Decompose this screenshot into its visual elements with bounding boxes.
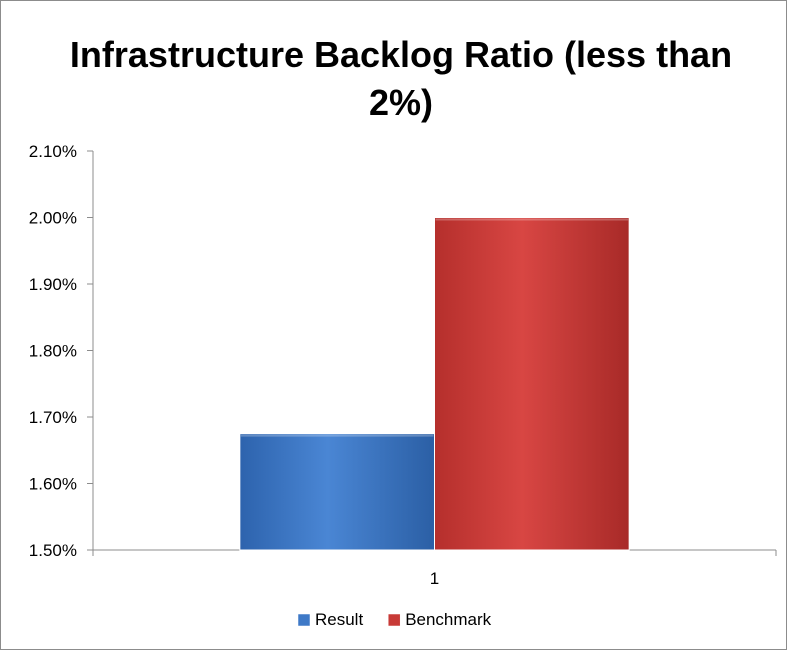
bar-result [239, 433, 435, 551]
chart-title: Infrastructure Backlog Ratio (less than … [69, 34, 733, 123]
bar-highlight [435, 218, 629, 221]
legend-swatch-result [297, 613, 311, 627]
y-tick-label: 2.00% [29, 209, 77, 228]
y-tick-label: 1.80% [29, 342, 77, 361]
y-tick-label: 1.70% [29, 408, 77, 427]
bar-highlight [240, 434, 434, 437]
legend-label-result: Result [315, 610, 363, 629]
y-tick-label: 2.10% [29, 142, 77, 161]
y-tick-label: 1.50% [29, 541, 77, 560]
x-tick-label: 1 [430, 569, 439, 588]
y-tick-label: 1.90% [29, 275, 77, 294]
legend-swatch-benchmark [387, 613, 401, 627]
bar-benchmark [434, 217, 630, 551]
legend-label-benchmark: Benchmark [405, 610, 491, 629]
y-tick-label: 1.60% [29, 475, 77, 494]
